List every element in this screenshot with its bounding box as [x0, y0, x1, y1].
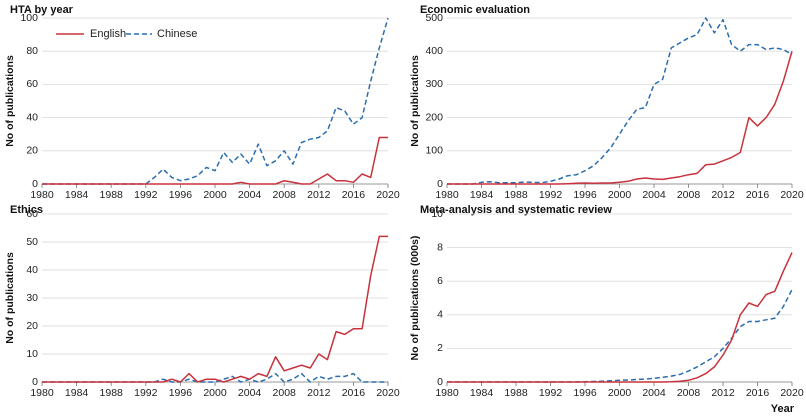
chart-panel-ethics: Ethics 0 10 20 30 40 50 60 1980 1984 1988 1992 1996 2…: [4, 204, 400, 399]
panel-title: HTA by year: [10, 4, 74, 16]
panel-title: Economic evaluation: [420, 4, 530, 16]
x-tick-label: 1988: [504, 189, 528, 201]
x-tick-label: 2004: [238, 387, 262, 399]
y-tick-label: 6: [437, 275, 443, 287]
x-tick-label: 2008: [677, 387, 701, 399]
y-tick-label: 0: [32, 376, 38, 388]
y-tick-label: 60: [26, 208, 38, 220]
y-tick-label: 400: [425, 45, 443, 57]
y-tick-label: 10: [431, 208, 443, 220]
x-tick-label: 1996: [169, 189, 193, 201]
x-tick-label: 2012: [307, 189, 331, 201]
x-tick-label: 1984: [65, 387, 89, 399]
x-tick-label: 1988: [504, 387, 528, 399]
y-axis-label: No of publications (000s): [409, 236, 421, 361]
legend-label-chinese: Chinese: [157, 28, 197, 40]
x-tick-label: 1992: [134, 387, 158, 399]
x-tick-label: 2020: [780, 189, 804, 201]
y-axis-label: No of publications: [4, 55, 16, 147]
x-tick-label: 2020: [376, 189, 400, 201]
y-tick-label: 500: [425, 12, 443, 24]
y-tick-label: 200: [425, 111, 443, 123]
x-tick-label: 2012: [711, 189, 735, 201]
x-tick-label: 2000: [203, 387, 227, 399]
series-line-chinese: [42, 372, 388, 383]
y-tick-label: 0: [437, 178, 443, 190]
x-tick-label: 2016: [342, 189, 366, 201]
y-tick-label: 60: [26, 78, 38, 90]
y-axis-label: No of publications: [409, 55, 421, 147]
series-line-english: [42, 235, 388, 383]
x-tick-label: 1988: [100, 387, 124, 399]
y-tick-label: 4: [437, 309, 443, 321]
series-line-chinese: [447, 289, 793, 383]
x-tick-label: 2008: [273, 189, 297, 201]
y-tick-label: 50: [26, 236, 38, 248]
x-tick-label: 2012: [711, 387, 735, 399]
series-line-english: [42, 136, 388, 185]
chart-legend: English Chinese: [56, 28, 197, 40]
x-tick-label: 1996: [573, 189, 597, 201]
y-tick-label: 20: [26, 320, 38, 332]
x-tick-label: 1992: [539, 189, 563, 201]
y-tick-label: 0: [437, 376, 443, 388]
x-tick-label: 2016: [746, 189, 770, 201]
series-line-english: [447, 50, 793, 185]
x-tick-label: 2004: [642, 189, 666, 201]
y-tick-label: 0: [32, 178, 38, 190]
x-tick-label: 1992: [134, 189, 158, 201]
x-tick-label: 2000: [608, 387, 632, 399]
y-tick-label: 30: [26, 292, 38, 304]
y-tick-label: 80: [26, 45, 38, 57]
x-tick-label: 1980: [435, 189, 459, 201]
panel-title: Meta-analysis and systematic review: [420, 204, 612, 216]
x-tick-label: 1980: [30, 387, 54, 399]
x-tick-label: 2008: [273, 387, 297, 399]
y-tick-label: 20: [26, 145, 38, 157]
series-line-chinese: [42, 17, 389, 185]
x-tick-label: 2000: [608, 189, 632, 201]
chart-panel-economic: Economic evaluation 0 100 200 300 400 500 1980 1…: [409, 4, 804, 201]
x-tick-label: 1988: [100, 189, 124, 201]
series-line-chinese: [447, 17, 793, 185]
x-tick-label: 2012: [307, 387, 331, 399]
y-axis-label: No of publications: [4, 252, 16, 344]
x-tick-label: 1984: [470, 387, 494, 399]
y-tick-label: 10: [26, 348, 38, 360]
x-tick-label: 2020: [376, 387, 400, 399]
x-tick-label: 2004: [238, 189, 262, 201]
x-axis-label: Year: [771, 403, 795, 415]
x-tick-label: 1980: [435, 387, 459, 399]
panel-title: Ethics: [10, 204, 43, 216]
x-tick-label: 1992: [539, 387, 563, 399]
y-tick-label: 300: [425, 78, 443, 90]
chart-panel-meta: Meta-analysis and systematic review 0 2 4 6 8…: [409, 204, 804, 415]
y-tick-label: 8: [437, 241, 443, 253]
x-tick-label: 2016: [342, 387, 366, 399]
x-tick-label: 2016: [746, 387, 770, 399]
y-tick-label: 2: [437, 342, 443, 354]
x-tick-label: 2020: [780, 387, 804, 399]
x-tick-label: 2000: [203, 189, 227, 201]
x-tick-label: 1980: [30, 189, 54, 201]
y-tick-label: 100: [20, 12, 38, 24]
y-tick-label: 40: [26, 111, 38, 123]
y-tick-label: 100: [425, 145, 443, 157]
series-line-english: [447, 252, 793, 383]
x-tick-label: 1996: [169, 387, 193, 399]
legend-label-english: English: [90, 28, 126, 40]
x-tick-label: 1996: [573, 387, 597, 399]
x-tick-label: 2004: [642, 387, 666, 399]
chart-panel-hta: HTA by year 0 20 40 60 80 100 1980 1984 1988 1992 1…: [4, 4, 400, 201]
x-tick-label: 2008: [677, 189, 701, 201]
x-tick-label: 1984: [470, 189, 494, 201]
y-tick-label: 40: [26, 264, 38, 276]
x-tick-label: 1984: [65, 189, 89, 201]
